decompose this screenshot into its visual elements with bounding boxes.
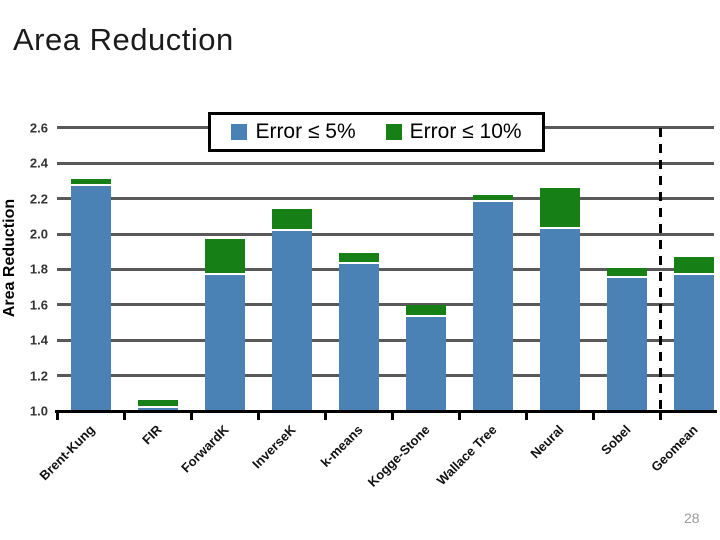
gridline-1.4 <box>57 338 714 342</box>
bar-segment-error10-k-means <box>338 253 379 265</box>
gridline-1.6 <box>57 303 714 307</box>
bar-segment-error5-forwardk <box>204 272 245 411</box>
legend-item-error10: Error ≤ 10% <box>385 120 522 144</box>
ytick-label-2.2: 2.2 <box>29 191 48 207</box>
bar-segment-error5-inversek <box>271 228 312 411</box>
gridline-1.2 <box>57 374 714 378</box>
dashed-separator-line <box>658 127 662 411</box>
legend-swatch-error10-icon <box>385 124 402 140</box>
x-axis-line <box>55 410 717 413</box>
ytick-label-1.8: 1.8 <box>29 261 48 277</box>
xtick-mark <box>123 413 126 420</box>
bar-segment-error5-sobel <box>606 276 647 411</box>
bar-segment-error10-wallace-tree <box>472 195 513 203</box>
bar-segment-error10-sobel <box>606 267 647 279</box>
legend-label-error5: Error ≤ 5% <box>255 120 356 143</box>
bar-segment-error10-forwardk <box>204 239 245 275</box>
slide-title: Area Reduction <box>13 22 234 57</box>
xtick-mark <box>257 413 260 420</box>
ytick-label-1.0: 1.0 <box>29 403 48 419</box>
area-reduction-chart: Error ≤ 5% Error ≤ 10% Area Reduction 1.… <box>0 90 720 520</box>
gridline-2.4 <box>57 161 714 165</box>
bar-segment-error5-geomean <box>673 272 714 411</box>
xtick-mark <box>659 413 662 420</box>
xtick-mark <box>458 413 461 420</box>
ytick-label-2.4: 2.4 <box>29 155 48 171</box>
gridline-2.2 <box>57 197 714 201</box>
xtick-mark <box>391 413 394 420</box>
xtick-mark <box>525 413 528 420</box>
xtick-mark <box>190 413 193 420</box>
bar-segment-error5-wallace-tree <box>472 200 513 411</box>
bar-segment-error10-geomean <box>673 257 714 275</box>
xtick-mark <box>324 413 327 420</box>
bar-segment-error10-brent-kung <box>70 179 111 187</box>
page-number: 28 <box>684 510 700 526</box>
bar-segment-error5-brent-kung <box>70 184 111 411</box>
legend-label-error10: Error ≤ 10% <box>409 120 522 143</box>
xtick-mark <box>592 413 595 420</box>
gridline-1.8 <box>57 267 714 271</box>
bar-segment-error5-neural <box>539 226 580 411</box>
ytick-label-2.6: 2.6 <box>29 120 48 136</box>
chart-legend: Error ≤ 5% Error ≤ 10% <box>208 112 545 152</box>
bar-segment-error5-k-means <box>338 262 379 411</box>
ytick-label-1.2: 1.2 <box>29 368 48 384</box>
bar-segment-error5-fir <box>137 405 178 411</box>
ytick-label-1.6: 1.6 <box>29 297 48 313</box>
bar-segment-error5-kogge-stone <box>405 315 446 411</box>
bar-segment-error10-kogge-stone <box>405 304 446 318</box>
ytick-label-1.4: 1.4 <box>29 332 48 348</box>
xtick-mark <box>56 413 59 420</box>
legend-item-error5: Error ≤ 5% <box>231 120 356 144</box>
bar-segment-error10-fir <box>137 400 178 408</box>
bar-segment-error10-inversek <box>271 209 312 231</box>
bar-segment-error10-neural <box>539 187 580 229</box>
ytick-label-2.0: 2.0 <box>29 226 48 242</box>
gridline-2.0 <box>57 232 714 236</box>
legend-swatch-error5-icon <box>231 124 248 140</box>
